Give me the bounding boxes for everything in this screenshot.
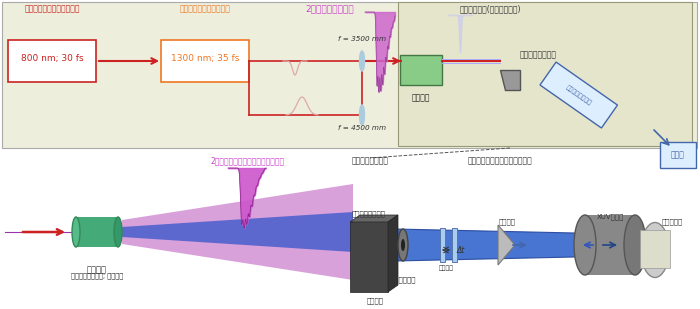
Text: 分光器: 分光器 <box>671 150 685 159</box>
Polygon shape <box>122 212 353 252</box>
Polygon shape <box>498 225 515 265</box>
Text: 800 nm; 30 fs: 800 nm; 30 fs <box>21 53 83 62</box>
Text: 高調波空間分離器: 高調波空間分離器 <box>520 50 557 59</box>
Text: 高調波空間分離器: 高調波空間分離器 <box>352 210 386 217</box>
Ellipse shape <box>360 105 365 125</box>
Ellipse shape <box>401 239 405 251</box>
Text: チタンサファイヤレーザー: チタンサファイヤレーザー <box>25 4 80 13</box>
Bar <box>2 2 697 148</box>
Polygon shape <box>500 70 520 90</box>
Text: 時間遅延: 時間遅延 <box>367 297 384 304</box>
Text: 2波長合成レーザー: 2波長合成レーザー <box>306 4 354 13</box>
Ellipse shape <box>641 222 669 277</box>
Text: 高調波空間分離器: 高調波空間分離器 <box>351 156 388 165</box>
Bar <box>452 228 457 262</box>
Text: Δt: Δt <box>456 246 464 255</box>
Text: 飛行時間型分析器: 飛行時間型分析器 <box>565 84 593 106</box>
Text: 2波長合成レーザー＋高調波ビーム: 2波長合成レーザー＋高調波ビーム <box>211 156 285 165</box>
Text: 高調波ビーム（アト秒パルス）: 高調波ビーム（アト秒パルス） <box>468 156 533 165</box>
Text: ガスセル: ガスセル <box>87 265 107 274</box>
Text: ガスセル: ガスセル <box>412 94 430 103</box>
Text: 1300 nm; 35 fs: 1300 nm; 35 fs <box>171 53 239 62</box>
Bar <box>8 40 96 82</box>
Polygon shape <box>395 229 575 261</box>
Text: 高調波ビーム(アト秒パルス): 高調波ビーム(アト秒パルス) <box>459 4 521 13</box>
Polygon shape <box>388 215 398 292</box>
Bar <box>585 215 635 275</box>
Ellipse shape <box>574 215 596 275</box>
Bar <box>350 222 388 292</box>
Bar <box>76 217 118 247</box>
Bar <box>440 228 445 262</box>
Ellipse shape <box>398 229 408 261</box>
Bar <box>398 2 692 146</box>
Text: （高調波発生媒質; ゼノン）: （高調波発生媒質; ゼノン） <box>71 272 123 279</box>
Text: 分子ビーム: 分子ビーム <box>662 218 682 225</box>
Text: f = 3500 mm: f = 3500 mm <box>338 36 386 42</box>
Text: スキマー: スキマー <box>498 218 515 225</box>
Bar <box>660 142 696 168</box>
Ellipse shape <box>114 217 122 247</box>
Polygon shape <box>350 215 398 222</box>
Bar <box>161 40 249 82</box>
Text: アパーチャー: アパーチャー <box>391 276 416 283</box>
Ellipse shape <box>624 215 646 275</box>
Polygon shape <box>122 184 353 280</box>
Text: XUVミラー: XUVミラー <box>596 213 624 220</box>
Text: f = 4500 mm: f = 4500 mm <box>338 125 386 131</box>
Text: 時間遅延: 時間遅延 <box>438 265 454 271</box>
Ellipse shape <box>72 217 80 247</box>
Ellipse shape <box>360 51 365 71</box>
Polygon shape <box>540 62 617 128</box>
Bar <box>400 55 442 85</box>
Bar <box>0 150 700 309</box>
Bar <box>640 230 670 268</box>
Text: パラメトリック波長変換: パラメトリック波長変換 <box>180 4 230 13</box>
